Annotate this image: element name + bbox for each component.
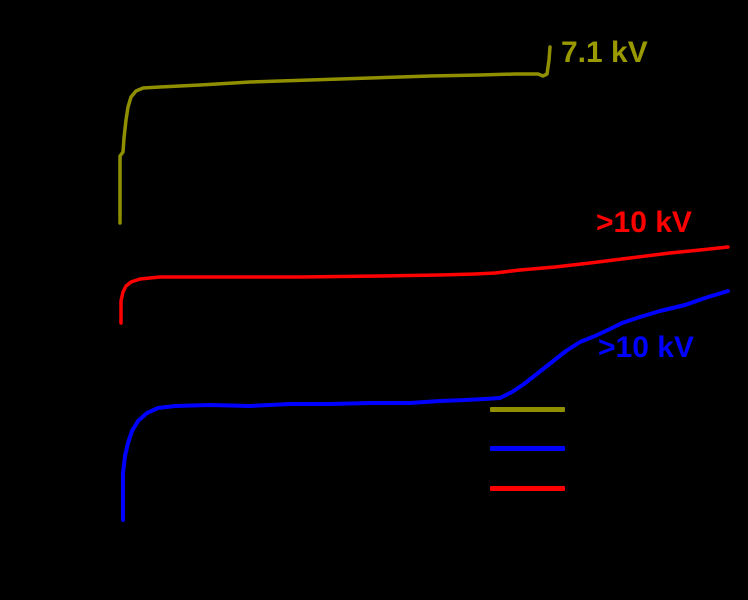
curve-label-0: 7.1 kV [561,36,648,69]
legend-swatch-2 [490,486,565,491]
curve-label-1: >10 kV [596,206,692,239]
curve-red-gt10kv [119,245,730,325]
curve-label-2: >10 kV [598,331,694,364]
legend-swatch-0 [490,407,565,412]
curve-olive-7-1kv [118,45,552,225]
legend-swatch-1 [490,446,565,451]
curve-blue-gt10kv [121,289,730,522]
